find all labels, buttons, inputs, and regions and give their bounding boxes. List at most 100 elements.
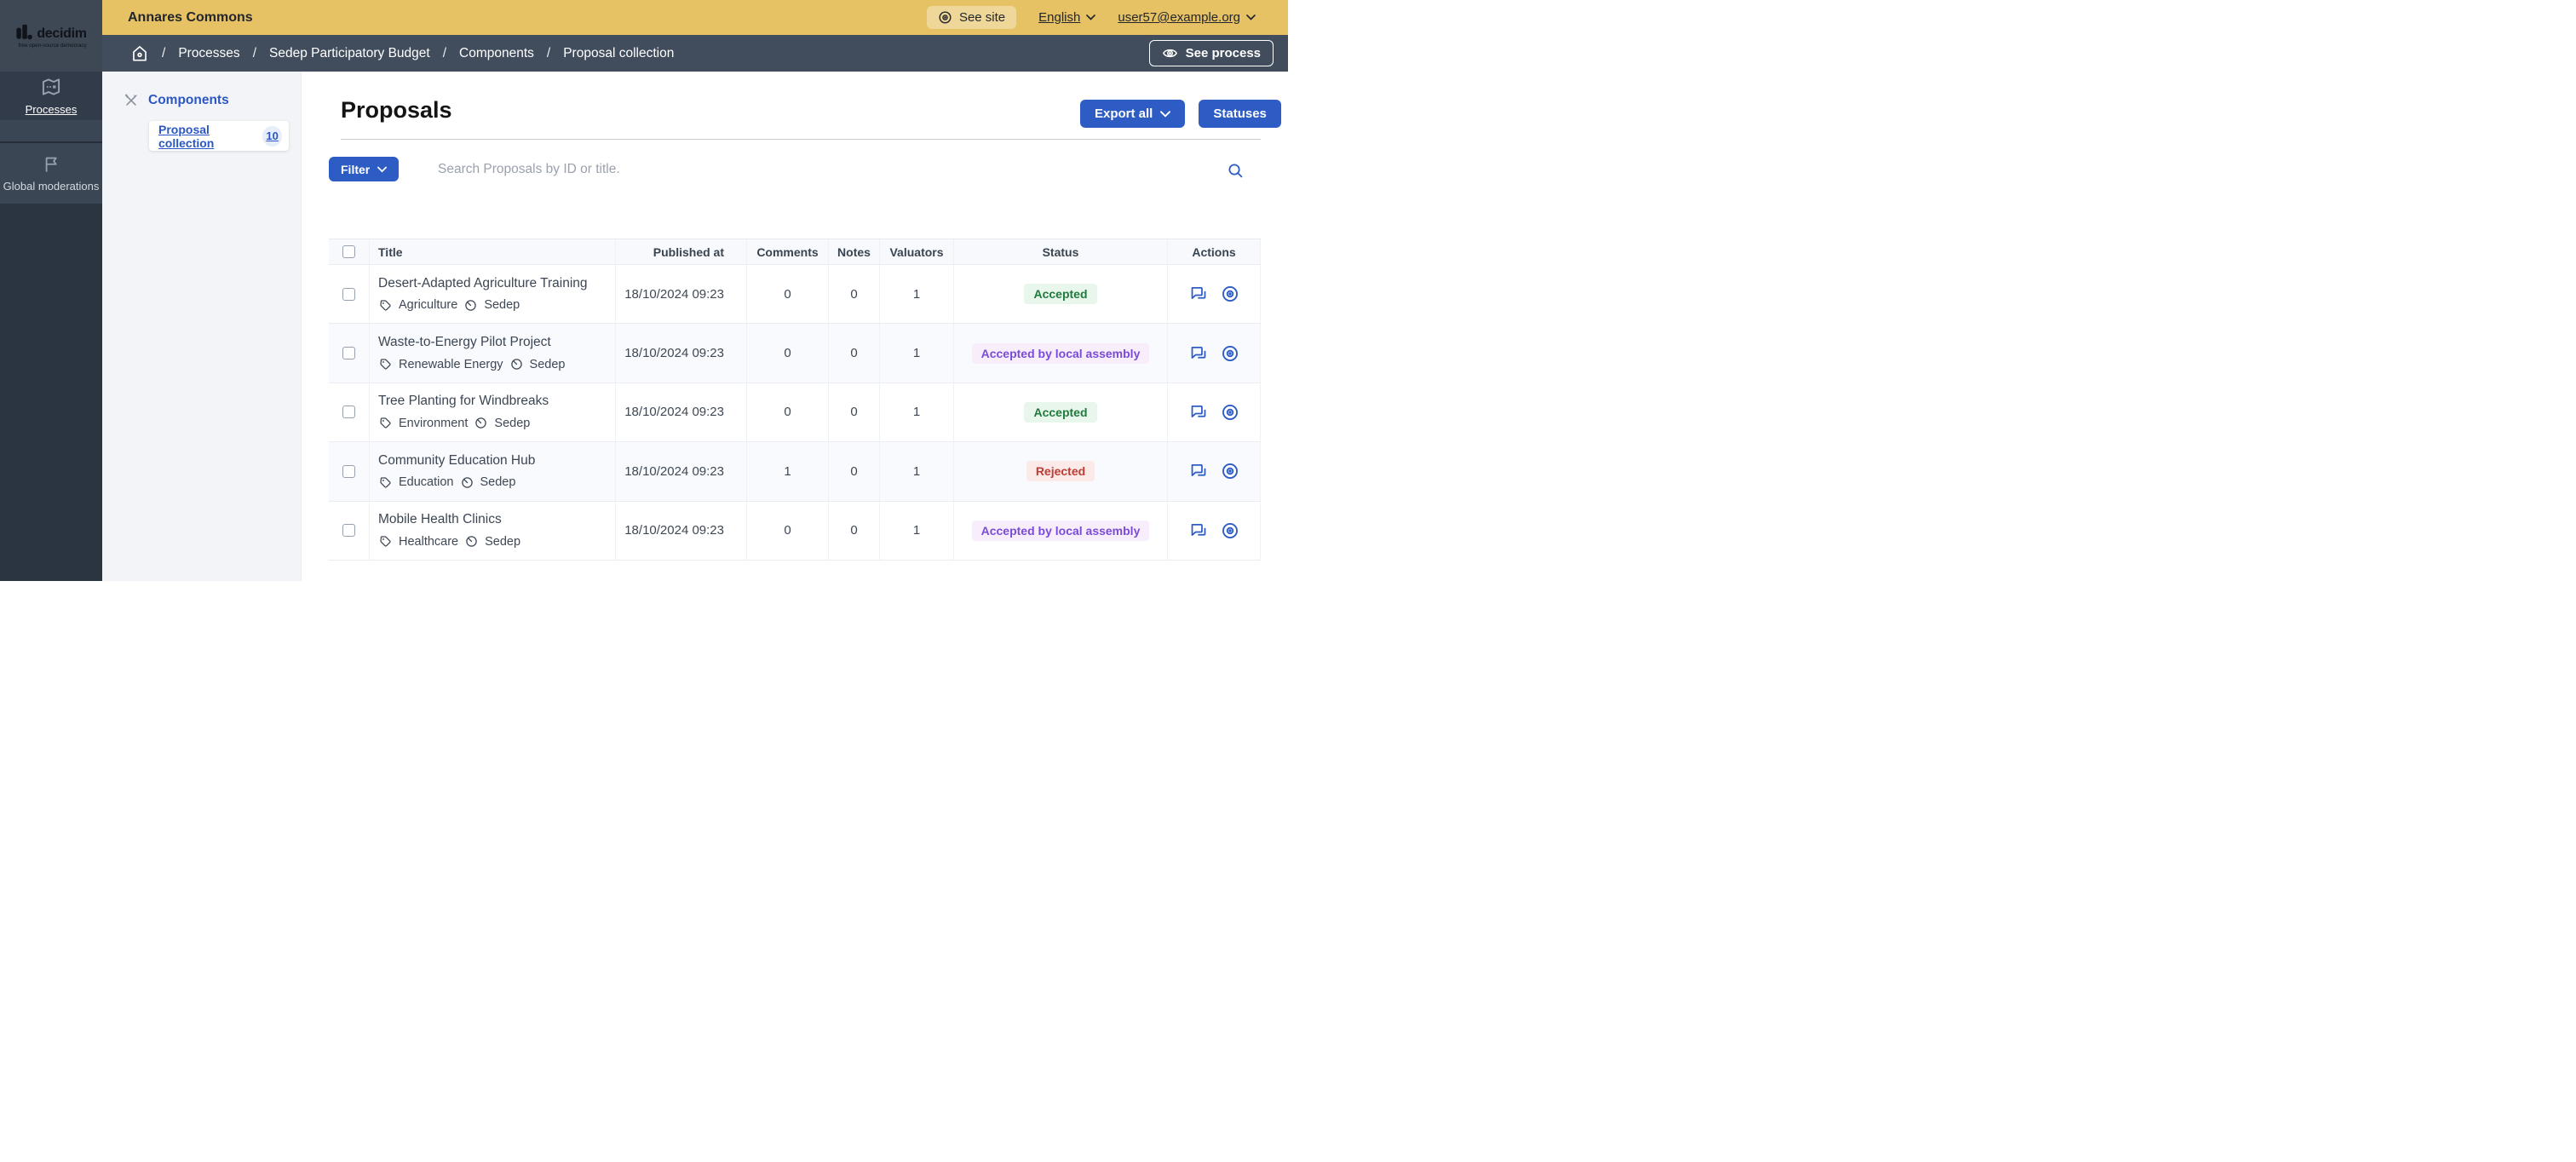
filter-label: Filter xyxy=(341,162,371,176)
valuators-count: 1 xyxy=(880,265,954,324)
status-badge: Accepted xyxy=(1024,401,1097,423)
breadcrumb-item-components[interactable]: Components xyxy=(459,45,534,60)
scope-icon xyxy=(509,357,524,371)
status-badge: Accepted xyxy=(1024,284,1097,305)
column-header-valuators[interactable]: Valuators xyxy=(880,239,954,264)
scope-icon xyxy=(464,534,479,549)
user-email: user57@example.org xyxy=(1118,10,1240,25)
logo-area[interactable]: decidim free open-source democracy xyxy=(0,0,102,72)
user-menu[interactable]: user57@example.org xyxy=(1118,10,1256,25)
category-tag-icon xyxy=(378,416,393,430)
sidebar-item-global-moderations[interactable]: Global moderations xyxy=(0,143,102,204)
statuses-label: Statuses xyxy=(1213,106,1267,121)
column-header-published-at[interactable]: Published at xyxy=(616,239,747,264)
filter-button[interactable]: Filter xyxy=(329,157,400,181)
valuators-count: 1 xyxy=(880,324,954,383)
proposal-scope[interactable]: Sedep xyxy=(484,298,520,313)
eye-icon xyxy=(938,10,952,25)
statuses-button[interactable]: Statuses xyxy=(1199,100,1281,128)
breadcrumb-separator: / xyxy=(546,45,551,60)
answer-proposal-icon[interactable] xyxy=(1189,344,1208,363)
column-header-status[interactable]: Status xyxy=(954,239,1168,264)
answer-proposal-icon[interactable] xyxy=(1189,462,1208,480)
sidebar-item-processes[interactable]: Processes xyxy=(0,72,102,120)
category-tag-icon xyxy=(378,298,393,313)
decidim-logo-mark-icon xyxy=(15,23,34,42)
select-all-checkbox[interactable] xyxy=(342,245,355,258)
proposal-title-link[interactable]: Community Education Hub xyxy=(378,452,536,468)
proposal-scope[interactable]: Sedep xyxy=(529,357,566,371)
column-header-title[interactable]: Title xyxy=(370,239,616,264)
category-tag-icon xyxy=(378,534,393,549)
proposal-category[interactable]: Renewable Energy xyxy=(399,357,503,371)
show-proposal-eye-icon[interactable] xyxy=(1221,462,1239,480)
components-header[interactable]: Components xyxy=(124,93,301,108)
see-process-button[interactable]: See process xyxy=(1148,40,1274,66)
breadcrumb-item-processes[interactable]: Processes xyxy=(178,45,240,60)
sidebar-item-label: Global moderations xyxy=(3,180,100,193)
answer-proposal-icon[interactable] xyxy=(1189,285,1208,303)
home-icon[interactable] xyxy=(130,44,149,63)
notes-count: 0 xyxy=(829,265,880,324)
title-divider xyxy=(341,139,1261,140)
row-checkbox[interactable] xyxy=(342,464,355,478)
components-header-label: Components xyxy=(148,93,229,107)
category-tag-icon xyxy=(378,357,393,371)
decidim-logo: decidim free open-source democracy xyxy=(15,23,87,49)
proposal-title-link[interactable]: Mobile Health Clinics xyxy=(378,512,502,527)
table-row: Desert-Adapted Agriculture Training Agri… xyxy=(329,265,1261,325)
see-site-button[interactable]: See site xyxy=(926,6,1017,29)
sidebar-divider xyxy=(0,141,102,143)
language-selector[interactable]: English xyxy=(1038,10,1096,25)
notes-count: 0 xyxy=(829,501,880,560)
show-proposal-eye-icon[interactable] xyxy=(1221,344,1239,363)
status-badge: Accepted by local assembly xyxy=(971,520,1150,541)
answer-proposal-icon[interactable] xyxy=(1189,403,1208,422)
published-at-cell: 18/10/2024 09:23 xyxy=(616,383,747,442)
comments-count: 0 xyxy=(747,324,829,383)
row-checkbox[interactable] xyxy=(342,287,355,301)
eye-icon xyxy=(1162,45,1178,61)
export-all-button[interactable]: Export all xyxy=(1080,100,1186,128)
search-input[interactable] xyxy=(438,156,1205,182)
column-header-notes[interactable]: Notes xyxy=(829,239,880,264)
breadcrumb-item-process[interactable]: Sedep Participatory Budget xyxy=(269,45,430,60)
breadcrumb-item-proposal-collection[interactable]: Proposal collection xyxy=(563,45,675,60)
chevron-down-icon xyxy=(377,166,388,173)
proposal-category[interactable]: Education xyxy=(399,475,454,490)
tools-icon xyxy=(124,93,139,108)
answer-proposal-icon[interactable] xyxy=(1189,521,1208,540)
component-count-badge[interactable]: 10 xyxy=(262,125,282,147)
proposal-title-link[interactable]: Tree Planting for Windbreaks xyxy=(378,394,549,409)
column-header-actions[interactable]: Actions xyxy=(1168,239,1261,264)
comments-count: 0 xyxy=(747,383,829,442)
valuators-count: 1 xyxy=(880,442,954,501)
column-header-comments[interactable]: Comments xyxy=(747,239,829,264)
organization-name: Annares Commons xyxy=(128,9,253,25)
proposal-scope[interactable]: Sedep xyxy=(485,534,521,549)
proposal-category[interactable]: Healthcare xyxy=(399,534,459,549)
chevron-down-icon xyxy=(1160,110,1171,118)
proposal-scope[interactable]: Sedep xyxy=(480,475,516,490)
map-icon xyxy=(40,76,62,98)
row-checkbox[interactable] xyxy=(342,524,355,538)
component-link-proposal-collection[interactable]: Proposal collection xyxy=(158,122,215,150)
published-at-cell: 18/10/2024 09:23 xyxy=(616,265,747,324)
search-icon[interactable] xyxy=(1227,160,1247,181)
show-proposal-eye-icon[interactable] xyxy=(1221,521,1239,540)
proposal-category[interactable]: Environment xyxy=(399,416,469,430)
proposal-tags: Education Sedep xyxy=(378,475,515,490)
proposal-title-link[interactable]: Desert-Adapted Agriculture Training xyxy=(378,275,588,290)
show-proposal-eye-icon[interactable] xyxy=(1221,285,1239,303)
logo-brand: decidim xyxy=(37,26,87,41)
row-checkbox[interactable] xyxy=(342,347,355,360)
status-badge: Rejected xyxy=(1026,461,1095,482)
published-at-cell: 18/10/2024 09:23 xyxy=(616,324,747,383)
proposal-category[interactable]: Agriculture xyxy=(399,298,458,313)
show-proposal-eye-icon[interactable] xyxy=(1221,403,1239,422)
logo-tagline: free open-source democracy xyxy=(18,43,87,49)
flag-icon xyxy=(41,154,61,175)
proposal-scope[interactable]: Sedep xyxy=(494,416,531,430)
row-checkbox[interactable] xyxy=(342,406,355,419)
proposal-title-link[interactable]: Waste-to-Energy Pilot Project xyxy=(378,335,551,350)
